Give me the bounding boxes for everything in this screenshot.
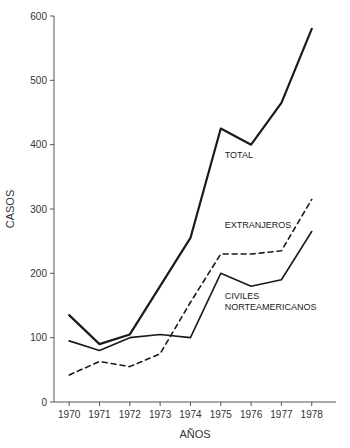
y-tick-label: 200 — [30, 268, 47, 279]
x-tick-label: 1973 — [149, 409, 172, 420]
y-tick — [50, 402, 54, 403]
series-line — [69, 199, 312, 375]
series-label-line: CIVILES — [225, 291, 260, 301]
series-label-line: NORTEAMERICANOS — [225, 302, 317, 312]
y-tick-label: 600 — [30, 11, 47, 22]
x-tick — [220, 402, 221, 406]
y-tick-label: 300 — [30, 204, 47, 215]
series-label-line: EXTRANJEROS — [225, 220, 292, 230]
x-tick-label: 1970 — [58, 409, 81, 420]
x-tick — [99, 402, 100, 406]
x-tick — [160, 402, 161, 406]
x-tick — [251, 402, 252, 406]
x-tick — [129, 402, 130, 406]
x-axis-line — [54, 402, 336, 403]
x-tick — [311, 402, 312, 406]
series-line — [69, 232, 312, 351]
x-tick-label: 1976 — [240, 409, 263, 420]
y-tick — [50, 273, 54, 274]
x-tick-label: 1975 — [210, 409, 233, 420]
y-tick — [50, 144, 54, 145]
x-tick-label: 1971 — [88, 409, 111, 420]
y-tick — [50, 16, 54, 17]
x-tick-label: 1978 — [301, 409, 324, 420]
series-label-line: TOTAL — [225, 150, 253, 160]
x-tick — [281, 402, 282, 406]
x-tick-label: 1977 — [270, 409, 293, 420]
y-tick-label: 100 — [30, 332, 47, 343]
series-label: EXTRANJEROS — [225, 220, 292, 230]
series-label: TOTAL — [225, 150, 253, 160]
y-tick-label: 0 — [41, 397, 47, 408]
series-line — [69, 29, 312, 344]
y-tick-label: 400 — [30, 139, 47, 150]
x-tick — [190, 402, 191, 406]
x-tick-label: 1974 — [179, 409, 202, 420]
y-tick-label: 500 — [30, 75, 47, 86]
x-axis-label: AÑOS — [179, 428, 210, 440]
y-axis-label: CASOS — [4, 190, 16, 229]
y-tick — [50, 337, 54, 338]
x-tick-label: 1972 — [119, 409, 142, 420]
series-label: CIVILESNORTEAMERICANOS — [225, 291, 317, 312]
x-tick — [69, 402, 70, 406]
y-tick — [50, 209, 54, 210]
chart: 1970 1971 1972 1973 1974 1975 1976 1977 1978 0 100… — [0, 0, 350, 448]
plot-area — [69, 29, 312, 375]
y-tick — [50, 80, 54, 81]
